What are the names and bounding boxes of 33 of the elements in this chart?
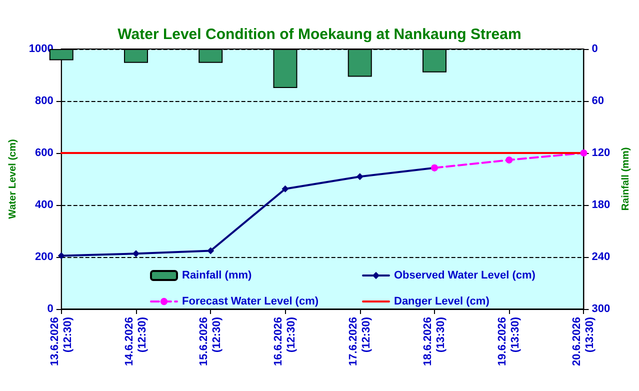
legend-label: Danger Level (cm) — [394, 296, 490, 308]
x-tick-label: 15.6.2026 (12:30) — [198, 316, 224, 366]
y-tick-label: 200 — [35, 251, 54, 263]
y-tick-label: 400 — [35, 199, 54, 211]
y-axis-title: Water Level (cm) — [8, 139, 18, 219]
legend-label: Forecast Water Level (cm) — [182, 296, 319, 308]
legend-label: Rainfall (mm) — [182, 270, 252, 282]
x-tick-label: 20.6.2026 (13:30) — [571, 316, 596, 366]
y2-tick-label: 300 — [592, 303, 610, 315]
point — [207, 247, 214, 254]
y-tick-label: 0 — [47, 303, 54, 315]
x-tick-label: 19.6.2026 (13:30) — [496, 316, 522, 366]
y2-tick-label: 240 — [592, 251, 610, 263]
chart-title: Water Level Condition of Moekaung at Nankaung Stream — [118, 26, 522, 43]
point — [580, 150, 588, 156]
y-tick-label: 600 — [35, 147, 54, 159]
y2-tick-label: 180 — [592, 199, 610, 211]
x-tick-label: 17.6.2026 (12:30) — [347, 316, 372, 366]
y2-axis-title: Rainfall (mm) — [620, 147, 632, 211]
x-tick-label: 13.6.2026 (12:30) — [48, 316, 74, 366]
x-tick-label: 18.6.2026 (13:30) — [422, 316, 447, 366]
y2-tick-label: 120 — [592, 147, 610, 159]
point — [356, 173, 364, 180]
legend-label: Observed Water Level (cm) — [394, 270, 536, 282]
x-tick-label: 16.6.2026 (12:30) — [272, 316, 298, 366]
point — [58, 252, 65, 260]
point — [132, 250, 140, 258]
y-tick-label: 800 — [35, 95, 54, 107]
x-tick-label: 14.6.2026 (12:30) — [123, 316, 148, 366]
y2-tick-label: 60 — [592, 95, 604, 107]
point — [282, 185, 289, 192]
y2-tick-label: 0 — [592, 43, 598, 55]
point — [506, 156, 513, 164]
